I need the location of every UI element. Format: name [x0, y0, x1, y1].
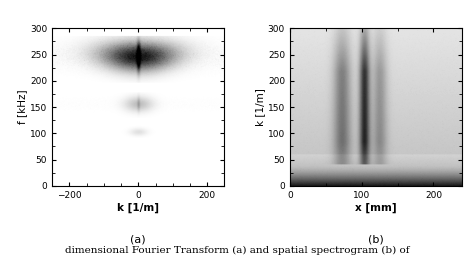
Y-axis label: k [1/m]: k [1/m]: [255, 88, 265, 126]
X-axis label: k [1/m]: k [1/m]: [117, 202, 159, 213]
X-axis label: x [mm]: x [mm]: [355, 202, 397, 213]
Text: dimensional Fourier Transform (a) and spatial spectrogram (b) of: dimensional Fourier Transform (a) and sp…: [65, 246, 409, 255]
Title: (b): (b): [368, 235, 384, 244]
Title: (a): (a): [130, 235, 146, 244]
Y-axis label: f [kHz]: f [kHz]: [17, 90, 27, 124]
